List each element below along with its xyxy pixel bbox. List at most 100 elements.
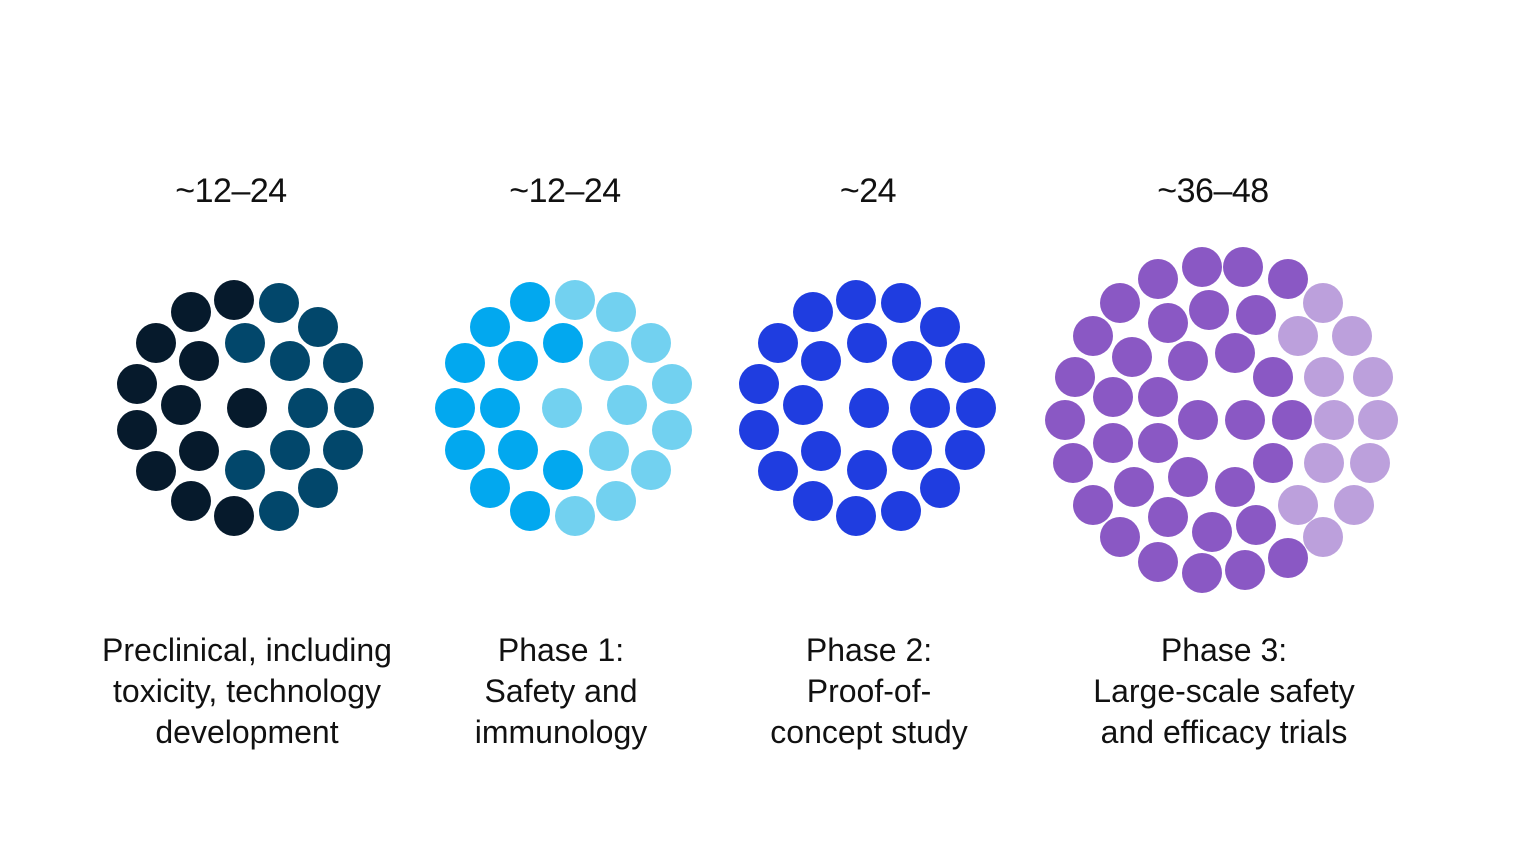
dot: [801, 341, 841, 381]
dot: [1182, 553, 1222, 593]
label-line: Phase 1:: [497, 632, 625, 668]
dot: [323, 343, 363, 383]
dot: [956, 388, 996, 428]
dot: [510, 491, 550, 531]
dot: [1073, 316, 1113, 356]
dot: [1138, 423, 1178, 463]
label-line: Preclinical, including: [102, 632, 392, 668]
dot: [1358, 400, 1398, 440]
dot: [739, 410, 779, 450]
dot: [652, 364, 692, 404]
dot: [589, 431, 629, 471]
dot: [1304, 357, 1344, 397]
dot: [945, 430, 985, 470]
dot: [542, 388, 582, 428]
dot: [1055, 357, 1095, 397]
dot: [480, 388, 520, 428]
dot: [783, 385, 823, 425]
stage-2-duration: ~12–24: [509, 172, 621, 210]
dot: [607, 385, 647, 425]
dot: [510, 282, 550, 322]
dot: [836, 280, 876, 320]
stage-1-dot-cluster: [117, 280, 374, 536]
dot: [1093, 377, 1133, 417]
dot: [1168, 457, 1208, 497]
dot: [1045, 400, 1085, 440]
dot: [1053, 443, 1093, 483]
dot: [793, 292, 833, 332]
dot: [1278, 485, 1318, 525]
dot: [1148, 497, 1188, 537]
stage-3-label: Phase 2: Proof-of- concept study: [689, 630, 1049, 753]
dot: [631, 323, 671, 363]
dot: [1100, 283, 1140, 323]
dot: [1253, 357, 1293, 397]
dot: [1353, 357, 1393, 397]
dot: [498, 341, 538, 381]
dot: [596, 481, 636, 521]
label-line: and efficacy trials: [1100, 714, 1348, 750]
dot: [881, 491, 921, 531]
dot: [847, 323, 887, 363]
dot: [1114, 467, 1154, 507]
dot: [945, 343, 985, 383]
dot: [1278, 316, 1318, 356]
dot: [1314, 400, 1354, 440]
stage-2-dot-cluster: [435, 280, 692, 536]
dot: [171, 292, 211, 332]
label-line: Phase 3:: [1160, 632, 1288, 668]
dot: [1138, 377, 1178, 417]
dot: [555, 280, 595, 320]
dot: [793, 481, 833, 521]
label-line: Safety and: [484, 673, 638, 709]
dot: [259, 491, 299, 531]
dot: [543, 323, 583, 363]
stage-3-dot-cluster: [739, 280, 996, 536]
dot: [298, 468, 338, 508]
dot: [161, 385, 201, 425]
dot: [836, 496, 876, 536]
dot: [1215, 467, 1255, 507]
stage-1-label: Preclinical, including toxicity, technol…: [67, 630, 427, 753]
dot: [1303, 517, 1343, 557]
dot: [225, 450, 265, 490]
stage-4-label: Phase 3: Large-scale safety and efficacy…: [1044, 630, 1404, 753]
dot: [334, 388, 374, 428]
dot: [259, 283, 299, 323]
dot: [1093, 423, 1133, 463]
dot: [1334, 485, 1374, 525]
dot: [892, 341, 932, 381]
dot: [171, 481, 211, 521]
dot: [225, 323, 265, 363]
dot: [288, 388, 328, 428]
dot: [298, 307, 338, 347]
dot: [631, 450, 671, 490]
dot: [847, 450, 887, 490]
dot: [1253, 443, 1293, 483]
dot: [1112, 337, 1152, 377]
dot: [1268, 259, 1308, 299]
dot: [1272, 400, 1312, 440]
label-line: toxicity, technology: [113, 673, 381, 709]
dot: [758, 323, 798, 363]
dot: [1225, 550, 1265, 590]
dot: [270, 430, 310, 470]
dot: [652, 410, 692, 450]
label-line: development: [155, 714, 339, 750]
stage-2-label: Phase 1: Safety and immunology: [381, 630, 741, 753]
dot: [1304, 443, 1344, 483]
dot: [179, 431, 219, 471]
dot: [117, 364, 157, 404]
dot: [1268, 538, 1308, 578]
stage-4-dot-cluster: [1045, 247, 1398, 593]
dot: [435, 388, 475, 428]
dot: [1350, 443, 1390, 483]
dot: [881, 283, 921, 323]
dot: [323, 430, 363, 470]
dot: [920, 307, 960, 347]
dot: [1303, 283, 1343, 323]
dot: [892, 430, 932, 470]
dot: [136, 323, 176, 363]
dot: [445, 343, 485, 383]
dot: [758, 451, 798, 491]
